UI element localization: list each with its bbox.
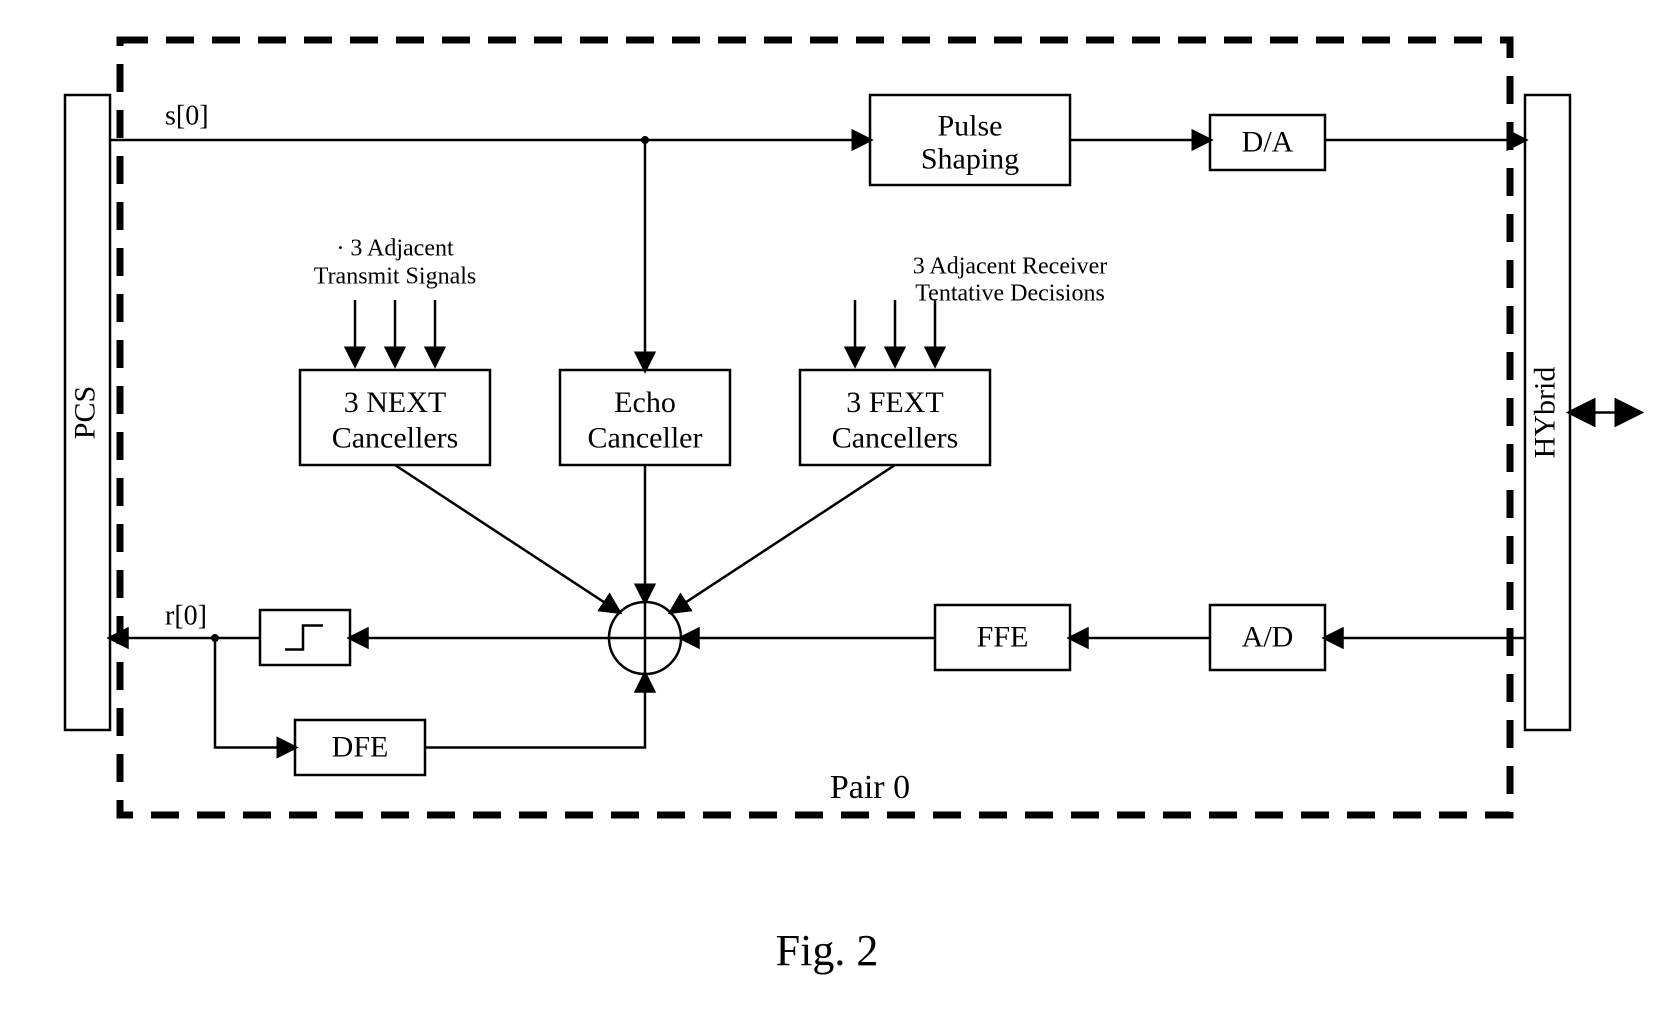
- label-next-ann2: Transmit Signals: [314, 264, 476, 290]
- hybrid-label: HYbrid: [1528, 367, 1561, 459]
- ad-block-label: A/D: [1242, 620, 1294, 653]
- fext-cancellers-label1: 3 FEXT: [846, 386, 944, 419]
- slicer-block: [260, 610, 350, 665]
- dfe-block-label: DFE: [332, 730, 389, 763]
- wire-fext-to-sum: [671, 465, 895, 612]
- echo-canceller-label2: Canceller: [588, 421, 703, 454]
- next-cancellers-label2: Cancellers: [332, 421, 459, 454]
- pulse-shaping-label1: Pulse: [937, 110, 1002, 143]
- pcs-label: PCS: [68, 386, 101, 439]
- echo-canceller-label1: Echo: [614, 386, 676, 419]
- pulse-shaping-label2: Shaping: [921, 143, 1019, 176]
- figure-caption: Fig. 2: [776, 926, 879, 975]
- next-cancellers-label1: 3 NEXT: [344, 386, 446, 419]
- label-next-ann1: · 3 Adjacent: [336, 236, 454, 262]
- label-r0: r[0]: [165, 600, 207, 631]
- label-pair0: Pair 0: [830, 769, 910, 806]
- label-fext-ann2: Tentative Decisions: [915, 281, 1105, 307]
- tap-dot-s0: [641, 136, 649, 144]
- fext-cancellers-label2: Cancellers: [832, 421, 959, 454]
- label-fext-ann1: 3 Adjacent Receiver: [913, 254, 1108, 280]
- da-block-label: D/A: [1242, 125, 1294, 158]
- ffe-block-label: FFE: [977, 620, 1029, 653]
- wire-dfe-to-sum: [425, 674, 645, 748]
- label-s0: s[0]: [165, 100, 209, 131]
- wire-next-to-sum: [395, 465, 619, 612]
